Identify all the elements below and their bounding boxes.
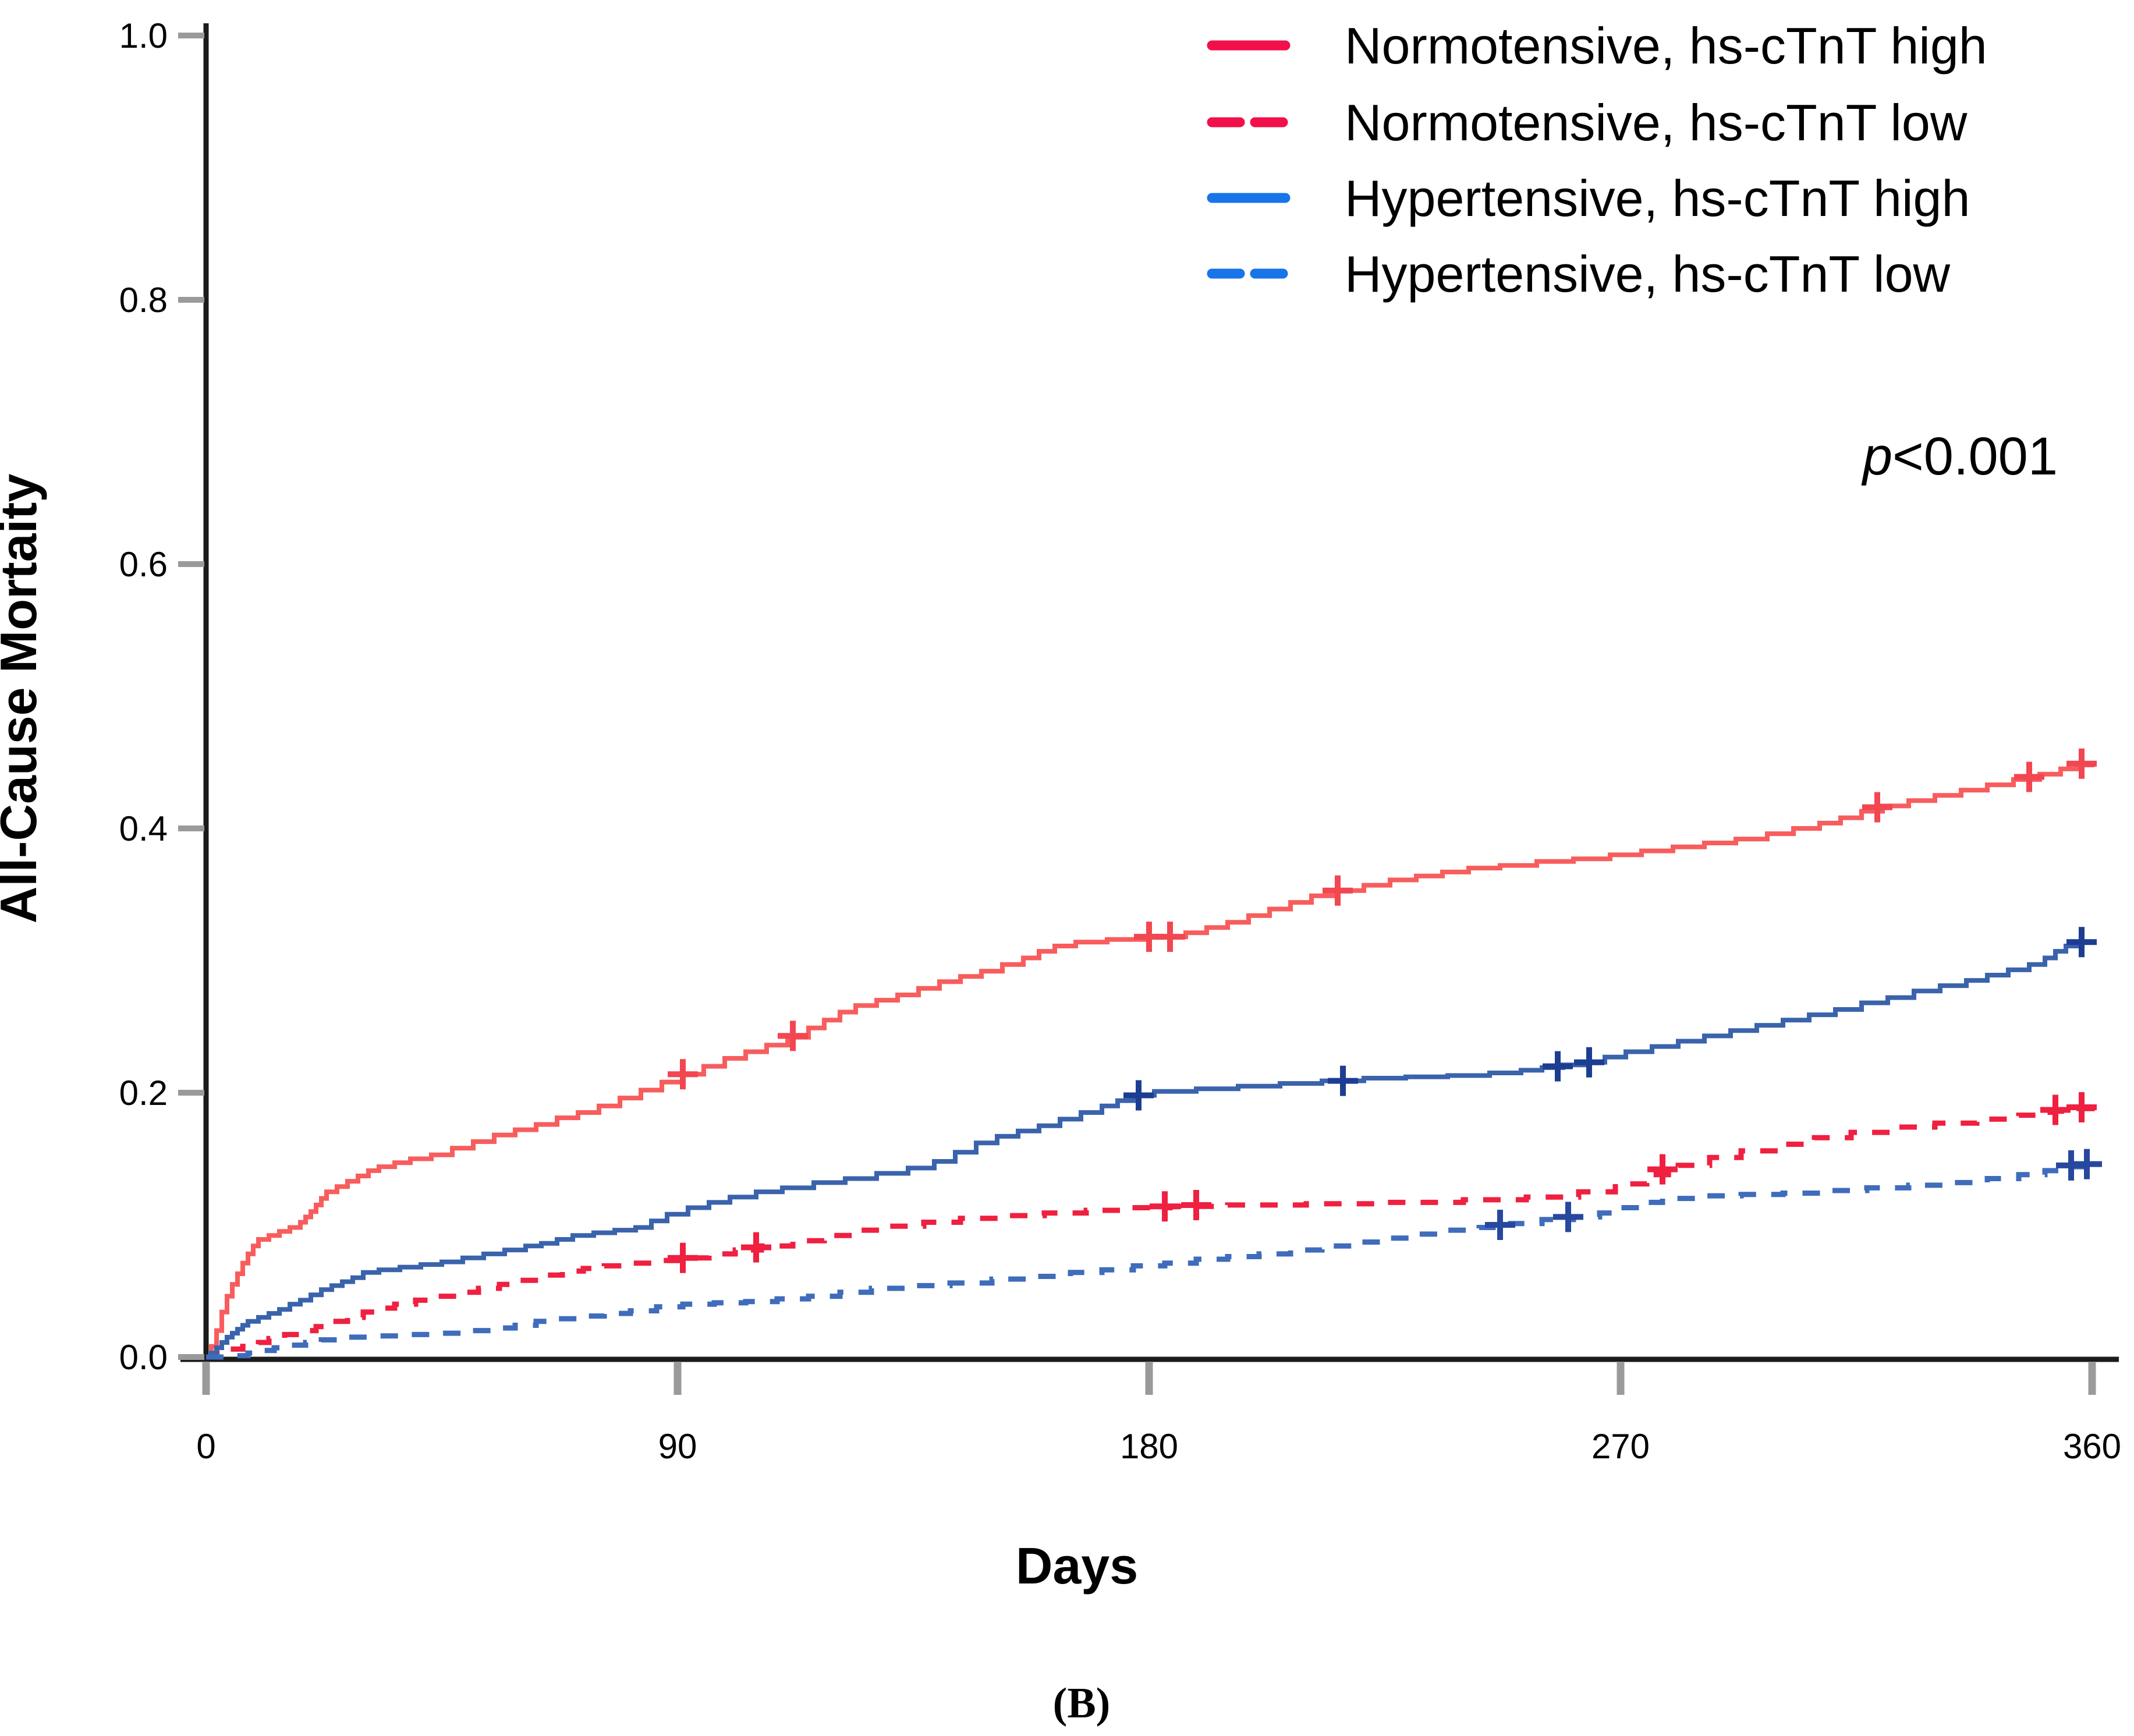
- p-value-annotation: p<0.001: [1861, 427, 2058, 486]
- censor-plus-icon: [2066, 1092, 2097, 1122]
- x-tick-label: 360: [2063, 1427, 2121, 1466]
- censor-plus-icon: [778, 1021, 808, 1051]
- censor-plus-icon: [1553, 1202, 1583, 1232]
- panel-caption: (B): [1053, 1680, 1111, 1727]
- censor-plus-icon: [668, 1242, 698, 1273]
- censor-plus-icon: [2072, 1149, 2102, 1179]
- km-curve: [206, 940, 2094, 1359]
- y-tick-label: 0.0: [119, 1338, 168, 1377]
- survival-curves: [206, 762, 2095, 1360]
- censor-plus-icon: [1485, 1210, 1515, 1240]
- x-tick-label: 270: [1591, 1427, 1650, 1466]
- y-axis-title: All-Cause Mortaity: [0, 474, 47, 924]
- legend-label: Normotensive, hs-cTnT low: [1345, 94, 1968, 151]
- censor-plus-icon: [1862, 792, 1892, 823]
- legend-item: Normotensive, hs-cTnT high: [1207, 17, 1987, 75]
- censor-plus-icon: [1123, 1080, 1154, 1111]
- censor-plus-icon: [1150, 1191, 1180, 1222]
- legend-label: Hypertensive, hs-cTnT low: [1345, 245, 1951, 303]
- y-tick-label: 0.8: [119, 281, 168, 320]
- legend-item: Hypertensive, hs-cTnT low: [1207, 245, 1951, 303]
- censor-plus-icon: [1328, 1065, 1358, 1096]
- censor-plus-icon: [1181, 1189, 1211, 1220]
- x-tick-label: 90: [658, 1427, 697, 1466]
- tick-marks: 0.0 0.2 0.4 0.6 0.8 1.0 0 90 180 270 360: [119, 16, 2121, 1466]
- km-curve: [206, 1161, 2095, 1360]
- y-tick-label: 0.6: [119, 545, 168, 584]
- km-curve: [206, 762, 2094, 1359]
- p-value-number: <0.001: [1892, 427, 2058, 486]
- legend-label: Hypertensive, hs-cTnT high: [1345, 169, 1970, 227]
- y-tick-label: 0.2: [119, 1074, 168, 1113]
- x-tick-label: 180: [1120, 1427, 1178, 1466]
- legend-label: Normotensive, hs-cTnT high: [1345, 17, 1987, 75]
- km-curve: [206, 1106, 2095, 1360]
- y-tick-label: 1.0: [119, 16, 168, 55]
- censor-plus-icon: [1543, 1051, 1573, 1082]
- x-tick-label: 0: [196, 1427, 215, 1466]
- censor-plus-icon: [2066, 927, 2097, 958]
- x-axis-title: Days: [1016, 1537, 1138, 1595]
- y-tick-label: 0.4: [119, 809, 168, 848]
- p-value-symbol: p: [1861, 427, 1892, 486]
- censor-plus-icon: [668, 1059, 698, 1090]
- censor-plus-icon: [741, 1232, 771, 1263]
- legend-item: Hypertensive, hs-cTnT high: [1207, 169, 1970, 227]
- legend-item: Normotensive, hs-cTnT low: [1207, 94, 1968, 151]
- censor-plus-icon: [2014, 761, 2044, 792]
- censor-marks: [668, 748, 2102, 1273]
- censor-plus-icon: [1155, 922, 1185, 952]
- censor-plus-icon: [1574, 1047, 1604, 1078]
- censor-plus-icon: [2040, 1094, 2071, 1125]
- censor-plus-icon: [1323, 875, 1353, 906]
- axes: [180, 23, 2119, 1362]
- legend: Normotensive, hs-cTnT high Normotensive, …: [1207, 17, 1987, 303]
- censor-plus-icon: [1647, 1154, 1678, 1185]
- censor-plus-icon: [2066, 748, 2097, 779]
